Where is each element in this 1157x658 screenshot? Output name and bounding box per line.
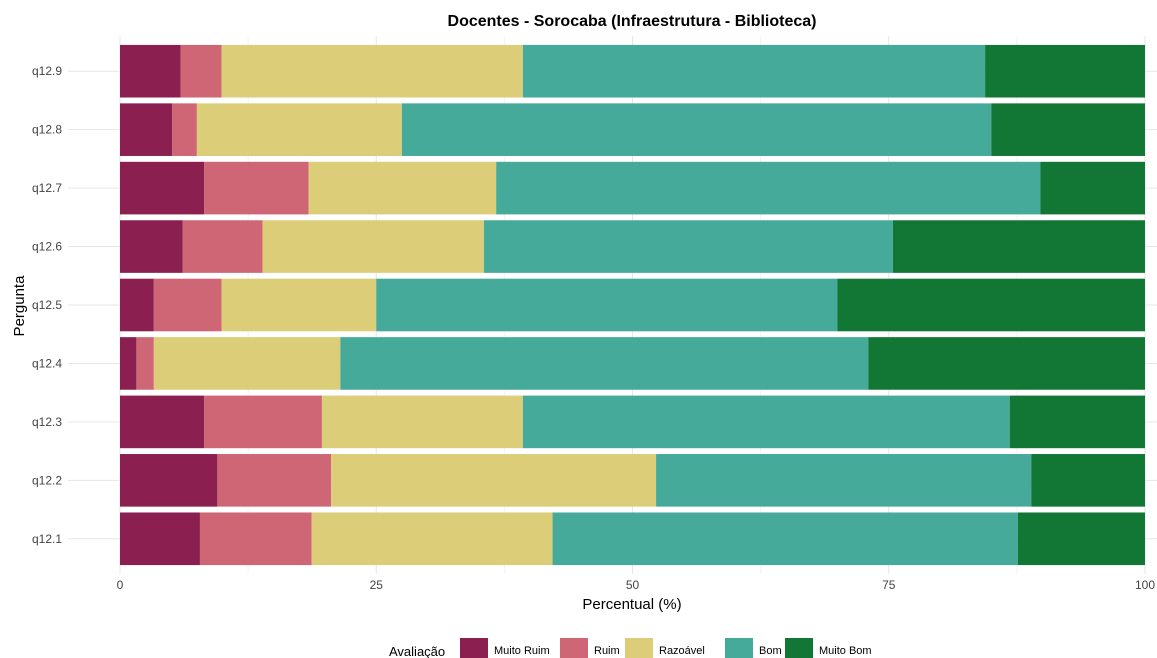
bar-segment [204, 395, 322, 449]
bar-segment [991, 103, 1145, 156]
bar-segment [120, 278, 154, 332]
bar-segment [340, 337, 869, 390]
bar-segment [552, 512, 1018, 566]
y-tick-label: q12.2 [32, 473, 62, 487]
bar-segment [153, 278, 222, 332]
y-tick-label: q12.3 [32, 415, 62, 429]
x-tick-label: 75 [882, 578, 896, 592]
bar-segment [182, 220, 263, 273]
bar-segment [172, 103, 197, 156]
bar-segment [321, 395, 523, 449]
bar-segment [120, 395, 205, 449]
legend-key [460, 638, 488, 658]
x-tick-label: 25 [370, 578, 384, 592]
bar-segment [656, 454, 1032, 507]
bar-segment [204, 161, 309, 215]
legend-label: Razoável [659, 645, 705, 657]
legend-label: Ruim [594, 645, 620, 657]
bar-segment [985, 44, 1145, 98]
y-tick-label: q12.4 [32, 356, 62, 370]
y-tick-label: q12.5 [32, 298, 62, 312]
bar-segment [868, 337, 1145, 390]
y-tick-labels: q12.1 q12.2 q12.3 q12.4 q12.5 q12.6 q12.7 q12.8… [32, 64, 62, 546]
bar-segment [153, 337, 341, 390]
legend-label: Muito Ruim [494, 645, 550, 657]
y-axis-label: Pergunta [11, 275, 28, 337]
legend-key [785, 638, 813, 658]
bar-segment [120, 337, 137, 390]
bar-segment [120, 220, 183, 273]
bar-segment [311, 512, 553, 566]
chart-title: Docentes - Sorocaba (Infraestrutura - Bi… [448, 13, 817, 30]
legend: Avaliação Muito Ruim Ruim Razoável Bom Muito… [389, 638, 872, 658]
bar-segment [1031, 454, 1145, 507]
bar-segment [136, 337, 154, 390]
bar-segment [1017, 512, 1145, 566]
y-tick-label: q12.8 [32, 123, 62, 137]
y-tick-label: q12.1 [32, 532, 62, 546]
y-tick-label: q12.6 [32, 240, 62, 254]
bars [120, 44, 1145, 566]
legend-label: Muito Bom [819, 645, 872, 657]
x-axis-label: Percentual (%) [582, 596, 681, 613]
legend-key [560, 638, 588, 658]
bar-segment [262, 220, 484, 273]
bar-segment [217, 454, 332, 507]
bar-segment [892, 220, 1145, 273]
y-tick-label: q12.7 [32, 181, 62, 195]
bar-segment [522, 44, 986, 98]
bar-segment [180, 44, 222, 98]
x-tick-label: 0 [117, 578, 124, 592]
bar-segment [120, 512, 200, 566]
bar-segment [376, 278, 838, 332]
bar-segment [331, 454, 657, 507]
x-tick-labels: 0 25 50 75 100 [117, 578, 1156, 592]
bar-segment [1040, 161, 1145, 215]
bar-segment [496, 161, 1041, 215]
bar-segment [401, 103, 992, 156]
bar-segment [120, 454, 218, 507]
legend-title: Avaliação [389, 644, 445, 658]
bar-segment [837, 278, 1145, 332]
bar-segment [1009, 395, 1145, 449]
x-tick-label: 50 [626, 578, 640, 592]
bar-segment [308, 161, 497, 215]
x-tick-label: 100 [1135, 578, 1155, 592]
legend-key [625, 638, 653, 658]
bar-segment [483, 220, 893, 273]
legend-key [725, 638, 753, 658]
bar-segment [120, 103, 173, 156]
bar-segment [221, 44, 523, 98]
y-tick-label: q12.9 [32, 64, 62, 78]
bar-segment [199, 512, 312, 566]
bar-segment [196, 103, 402, 156]
bar-segment [221, 278, 377, 332]
bar-segment [522, 395, 1010, 449]
legend-label: Bom [759, 645, 782, 657]
bar-segment [120, 44, 181, 98]
bar-segment [120, 161, 205, 215]
